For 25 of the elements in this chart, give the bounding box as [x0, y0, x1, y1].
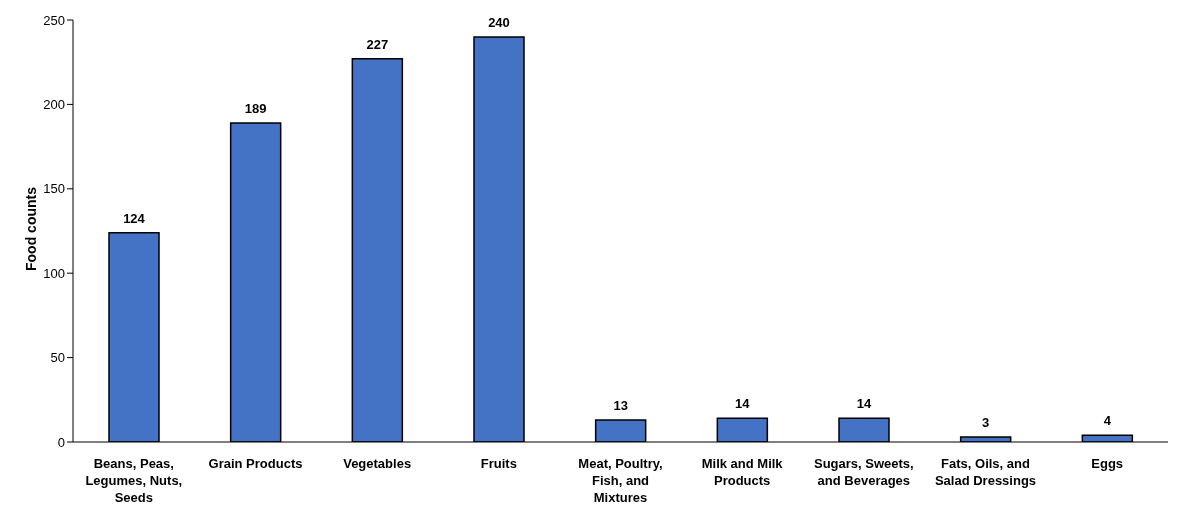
x-tick-label: Sugars, Sweets, and Beverages: [813, 456, 914, 488]
y-tick-label: 50: [50, 350, 65, 366]
x-tick-label: Fats, Oils, and Salad Dressings: [934, 456, 1037, 488]
y-axis-title: Food counts: [22, 186, 39, 271]
x-tick-label: Grain Products: [208, 456, 303, 471]
data-label: 189: [244, 100, 267, 116]
y-tick-label: 250: [43, 12, 65, 28]
x-tick-label: Beans, Peas, Legumes, Nuts, Seeds: [85, 456, 183, 505]
data-label: 4: [1103, 413, 1112, 429]
data-label: 227: [366, 36, 389, 52]
y-tick-label: 200: [43, 97, 65, 113]
y-tick-label: 0: [57, 434, 65, 450]
data-label: 3: [982, 414, 990, 430]
x-tick-label: Fruits: [480, 456, 517, 471]
data-label: 14: [856, 396, 872, 412]
y-tick-label: 100: [43, 265, 65, 281]
x-tick-label: Milk and Milk Products: [701, 456, 784, 488]
y-tick-label: 150: [43, 181, 65, 197]
x-tick-label: Vegetables: [343, 456, 412, 471]
x-tick-label: Meat, Poultry, Fish, and Mixtures: [578, 456, 663, 505]
data-label: 13: [613, 398, 628, 414]
data-label: 240: [488, 14, 510, 30]
data-label: 14: [735, 396, 751, 412]
x-tick-label: Eggs: [1091, 456, 1124, 471]
data-label: 124: [123, 210, 146, 226]
